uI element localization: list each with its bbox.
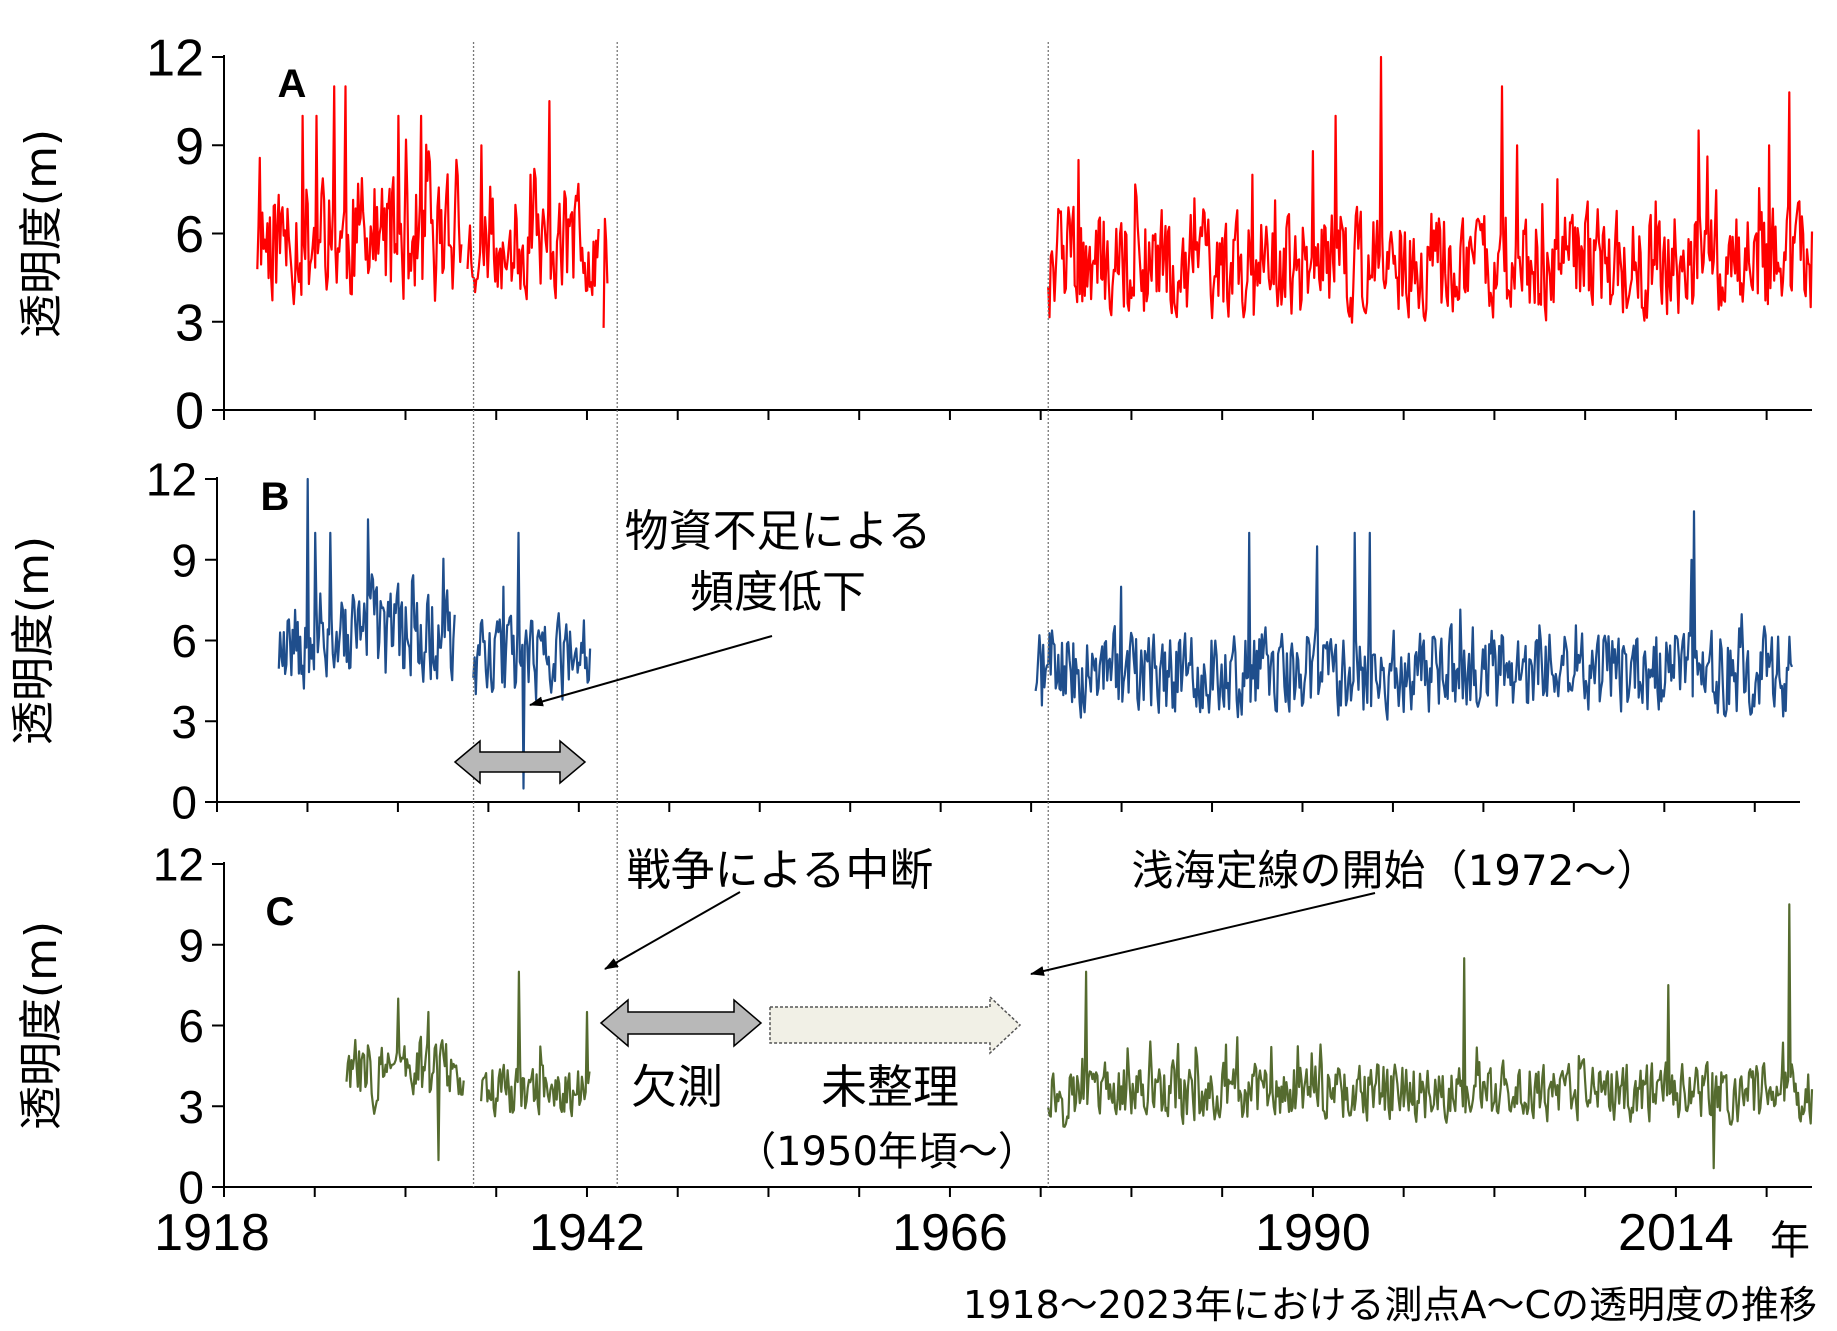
series-line-b-0 xyxy=(277,477,456,690)
y-tick-label: 3 xyxy=(175,294,204,352)
y-tick-label: 6 xyxy=(178,1000,204,1052)
annotation-war: 戦争による中断 xyxy=(627,845,934,896)
series-line-a-0 xyxy=(256,85,463,306)
double-arrow-missing xyxy=(599,998,763,1048)
y-tick-label: 12 xyxy=(146,30,204,88)
y-tick-label: 12 xyxy=(146,454,197,506)
chart-panels: 0 3 6 9 12 透明度(m) A 0 3 6 9 12 透明度(m) B 0 3 6 9 12 1918 1942… xyxy=(8,30,1814,1262)
panel-b: 0 3 6 9 12 透明度(m) B xyxy=(8,454,1800,829)
series-line-c-0 xyxy=(345,997,465,1162)
y-tick-label: 9 xyxy=(178,919,204,971)
arrow-start xyxy=(1030,892,1376,976)
y-tick-label: 12 xyxy=(153,839,204,891)
y-tick-label: 6 xyxy=(171,615,197,667)
chart-caption: 1918〜2023年における測点A〜Cの透明度の推移 xyxy=(963,1283,1817,1327)
panel-a: 0 3 6 9 12 透明度(m) A xyxy=(16,30,1814,441)
y-axis-title: 透明度(m) xyxy=(16,921,67,1130)
x-tick-label: 1990 xyxy=(1255,1204,1371,1262)
series-line-b-1 xyxy=(472,531,592,790)
arrow-war xyxy=(604,891,741,970)
panel-label: A xyxy=(278,62,307,106)
x-tick-label: 1966 xyxy=(892,1204,1008,1262)
arrow-unorganized xyxy=(769,995,1022,1055)
double-arrow-shortage xyxy=(453,739,587,785)
annotation-shortage-line1: 物資不足による xyxy=(625,506,932,557)
series-line-a-1 xyxy=(466,100,600,301)
annotation-shortage-line2: 頻度低下 xyxy=(690,567,866,618)
x-unit-label: 年 xyxy=(1770,1218,1810,1264)
annotations: 物資不足による 頻度低下 戦争による中断 浅海定線の開始（1972〜） 欠測 未… xyxy=(453,506,1659,1175)
y-tick-label: 0 xyxy=(171,777,197,829)
series-line-c-2 xyxy=(1047,903,1814,1170)
annotation-unorganized: 未整理 xyxy=(821,1060,959,1114)
y-tick-label: 9 xyxy=(175,118,204,176)
y-tick-label: 6 xyxy=(175,206,204,264)
y-tick-label: 0 xyxy=(175,383,204,441)
panel-label: C xyxy=(266,890,295,934)
arrow-shortage xyxy=(529,635,773,707)
y-tick-label: 0 xyxy=(178,1162,204,1214)
series-line-c-1 xyxy=(480,970,591,1118)
series-line-b-2 xyxy=(1034,510,1794,721)
panel-label: B xyxy=(261,475,290,519)
x-tick-label: 2014 xyxy=(1618,1204,1734,1262)
x-tick-label: 1942 xyxy=(529,1204,645,1262)
series-line-a-3 xyxy=(1047,55,1814,324)
annotation-missing: 欠測 xyxy=(631,1060,723,1114)
annotation-start: 浅海定線の開始（1972〜） xyxy=(1132,846,1659,895)
y-tick-label: 9 xyxy=(171,534,197,586)
y-tick-label: 3 xyxy=(171,696,197,748)
panel-c: 0 3 6 9 12 1918 1942 1966 1990 2014 透明度(m) C xyxy=(16,839,1814,1262)
y-axis-title: 透明度(m) xyxy=(16,129,67,338)
y-tick-label: 3 xyxy=(178,1081,204,1133)
y-axis-title: 透明度(m) xyxy=(8,536,59,745)
x-tick-label: 1918 xyxy=(154,1204,270,1262)
reference-lines xyxy=(472,42,1049,1187)
series-line-a-2 xyxy=(602,217,609,328)
annotation-unorganized-sub: （1950年頃〜） xyxy=(736,1129,1038,1175)
